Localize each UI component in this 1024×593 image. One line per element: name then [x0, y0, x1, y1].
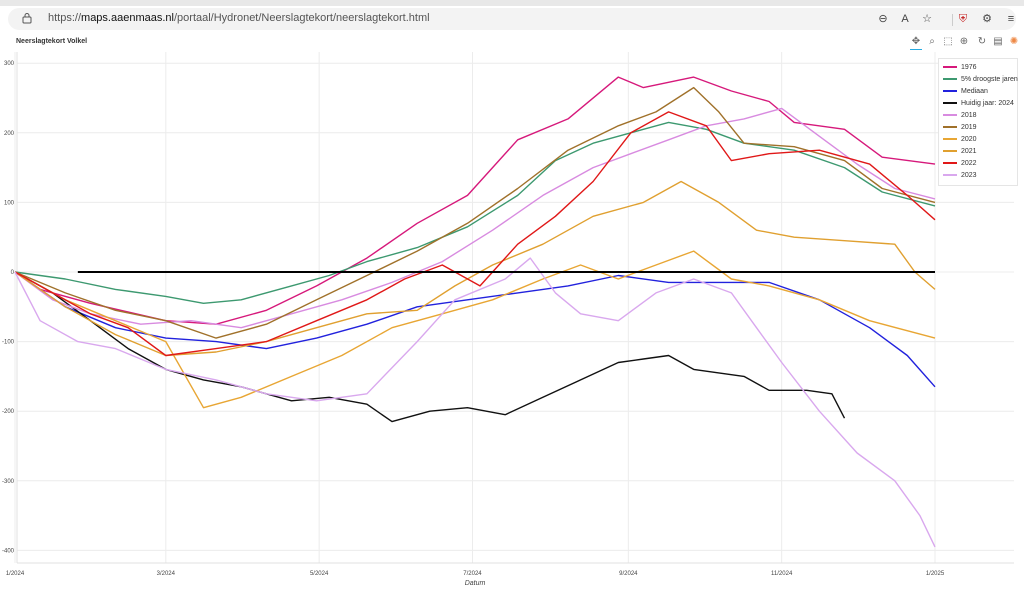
box-zoom-icon[interactable]: ⌕	[929, 36, 935, 47]
axes: 300 200 100 0 -100 -200 -300 -400 1/2024 3/2024 5/…	[2, 52, 1014, 577]
x-tick-label: 5/2024	[310, 571, 329, 577]
legend-item[interactable]: 2018	[943, 109, 977, 121]
y-tick-label: 300	[4, 61, 15, 67]
series-line-2022	[14, 111, 936, 357]
series-line-5pct	[14, 121, 936, 304]
series-line-huidig	[14, 271, 846, 423]
url-prefix: https://	[48, 12, 82, 24]
y-tick-label: 100	[4, 200, 15, 206]
extension-shield-icon[interactable]: ⛨	[958, 13, 968, 25]
legend-swatch	[943, 162, 957, 164]
y-tick-label: -100	[2, 340, 15, 346]
save-icon[interactable]: ▤	[993, 36, 1003, 47]
wheel-zoom-icon[interactable]: ⊕	[959, 36, 969, 47]
bokeh-logo-icon[interactable]: ✺	[1009, 36, 1019, 47]
legend-item[interactable]: 1976	[943, 61, 977, 73]
address-separator	[952, 14, 953, 26]
url-host: maps.aaenmaas.nl	[81, 12, 174, 24]
legend-label: 2021	[961, 147, 977, 155]
series-line-2021	[14, 180, 936, 357]
read-aloud-icon[interactable]: A	[901, 13, 909, 25]
legend-label: 2022	[961, 159, 977, 167]
x-tick-label: 3/2024	[157, 571, 176, 577]
x-axis-label: Datum	[465, 580, 486, 587]
legend-label: 2023	[961, 171, 977, 179]
legend-label: 2018	[961, 111, 977, 119]
legend-label: 5% droogste jaren	[961, 75, 1018, 83]
series-line-2023	[14, 257, 936, 548]
legend-item[interactable]: Huidig jaar: 2024	[943, 97, 1014, 109]
address-bar[interactable]: https://maps.aaenmaas.nl/portaal/Hydrone…	[8, 8, 1016, 30]
legend-label: 2020	[961, 135, 977, 143]
grid-lines	[14, 52, 1014, 563]
y-tick-label: 200	[4, 131, 15, 137]
chart-title: Neerslagtekort Volkel	[16, 38, 88, 45]
legend-label: Huidig jaar: 2024	[961, 99, 1014, 107]
window-frame	[0, 0, 1024, 6]
legend-swatch	[943, 126, 957, 128]
y-tick-label: 0	[11, 270, 15, 276]
y-tick-label: -400	[2, 548, 15, 554]
x-tick-label: 7/2024	[463, 571, 482, 577]
extensions-icon[interactable]: ⚙	[982, 13, 992, 25]
url-path: /portaal/Hydronet/Neerslagtekort/neersla…	[173, 12, 430, 24]
legend-item[interactable]: Mediaan	[943, 85, 988, 97]
legend-swatch	[943, 66, 957, 68]
legend-label: 1976	[961, 63, 977, 71]
legend-swatch	[943, 150, 957, 152]
legend-item[interactable]: 2020	[943, 133, 977, 145]
x-tick-label: 9/2024	[619, 571, 638, 577]
legend-label: 2019	[961, 123, 977, 131]
legend-item[interactable]: 2023	[943, 169, 977, 181]
favorite-star-icon[interactable]: ☆	[922, 13, 932, 25]
favorites-list-icon[interactable]: ≡	[1007, 13, 1015, 25]
pan-icon[interactable]: ✥	[910, 35, 922, 50]
series-line-2020	[14, 250, 936, 409]
page-info-icon[interactable]	[20, 12, 34, 26]
zoom-icon[interactable]: ⊖	[878, 13, 888, 25]
reset-icon[interactable]: ↻	[977, 36, 987, 47]
x-tick-label: 11/2024	[771, 571, 793, 577]
legend-item[interactable]: 2019	[943, 121, 977, 133]
box-select-icon[interactable]: ⬚	[943, 36, 953, 47]
legend-item[interactable]: 5% droogste jaren	[943, 73, 1018, 85]
legend-swatch	[943, 138, 957, 140]
url-text[interactable]: https://maps.aaenmaas.nl/portaal/Hydrone…	[48, 12, 430, 24]
legend-swatch	[943, 174, 957, 176]
y-tick-label: -300	[2, 479, 15, 485]
series-lines	[14, 76, 936, 548]
x-tick-label: 1/2025	[926, 571, 945, 577]
series-line-mediaan	[14, 271, 936, 388]
legend-swatch	[943, 114, 957, 116]
series-line-2019	[14, 86, 936, 339]
legend-item[interactable]: 2022	[943, 157, 977, 169]
legend-item[interactable]: 2021	[943, 145, 977, 157]
legend-label: Mediaan	[961, 87, 988, 95]
x-tick-label: 1/2024	[6, 571, 25, 577]
legend-swatch	[943, 102, 957, 104]
series-line-1976	[14, 76, 936, 325]
legend-swatch	[943, 90, 957, 92]
y-tick-label: -200	[2, 409, 15, 415]
chart-legend: 1976 5% droogste jaren Mediaan Huidig jaar:…	[938, 58, 1018, 186]
legend-swatch	[943, 78, 957, 80]
series-line-2018	[14, 107, 936, 329]
